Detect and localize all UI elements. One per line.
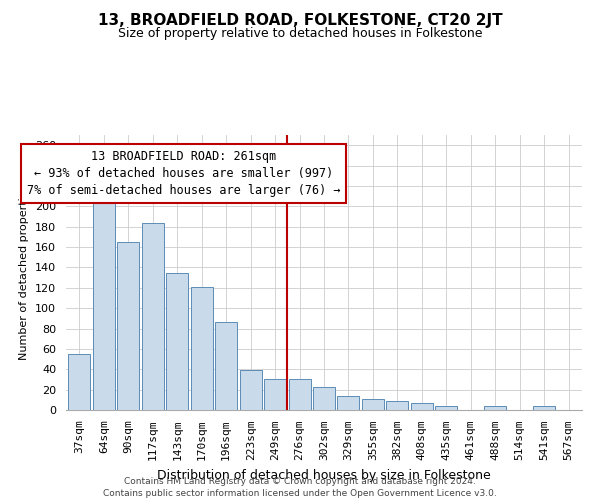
Bar xyxy=(435,406,457,410)
Text: Contains HM Land Registry data © Crown copyright and database right 2024.
Contai: Contains HM Land Registry data © Crown c… xyxy=(103,476,497,498)
Bar xyxy=(68,354,91,410)
Bar xyxy=(93,201,115,410)
Bar xyxy=(264,380,286,410)
Text: Size of property relative to detached houses in Folkestone: Size of property relative to detached ho… xyxy=(118,28,482,40)
Bar xyxy=(386,401,409,410)
Bar xyxy=(239,370,262,410)
X-axis label: Distribution of detached houses by size in Folkestone: Distribution of detached houses by size … xyxy=(157,468,491,481)
Bar xyxy=(191,287,213,410)
Bar xyxy=(411,403,433,410)
Bar xyxy=(362,399,384,410)
Bar xyxy=(289,380,311,410)
Bar xyxy=(533,406,555,410)
Text: 13, BROADFIELD ROAD, FOLKESTONE, CT20 2JT: 13, BROADFIELD ROAD, FOLKESTONE, CT20 2J… xyxy=(98,12,502,28)
Bar xyxy=(337,396,359,410)
Bar xyxy=(313,386,335,410)
Bar xyxy=(118,242,139,410)
Bar xyxy=(166,272,188,410)
Text: 13 BROADFIELD ROAD: 261sqm
← 93% of detached houses are smaller (997)
7% of semi: 13 BROADFIELD ROAD: 261sqm ← 93% of deta… xyxy=(26,150,340,198)
Y-axis label: Number of detached properties: Number of detached properties xyxy=(19,185,29,360)
Bar xyxy=(484,406,506,410)
Bar xyxy=(142,222,164,410)
Bar xyxy=(215,322,237,410)
